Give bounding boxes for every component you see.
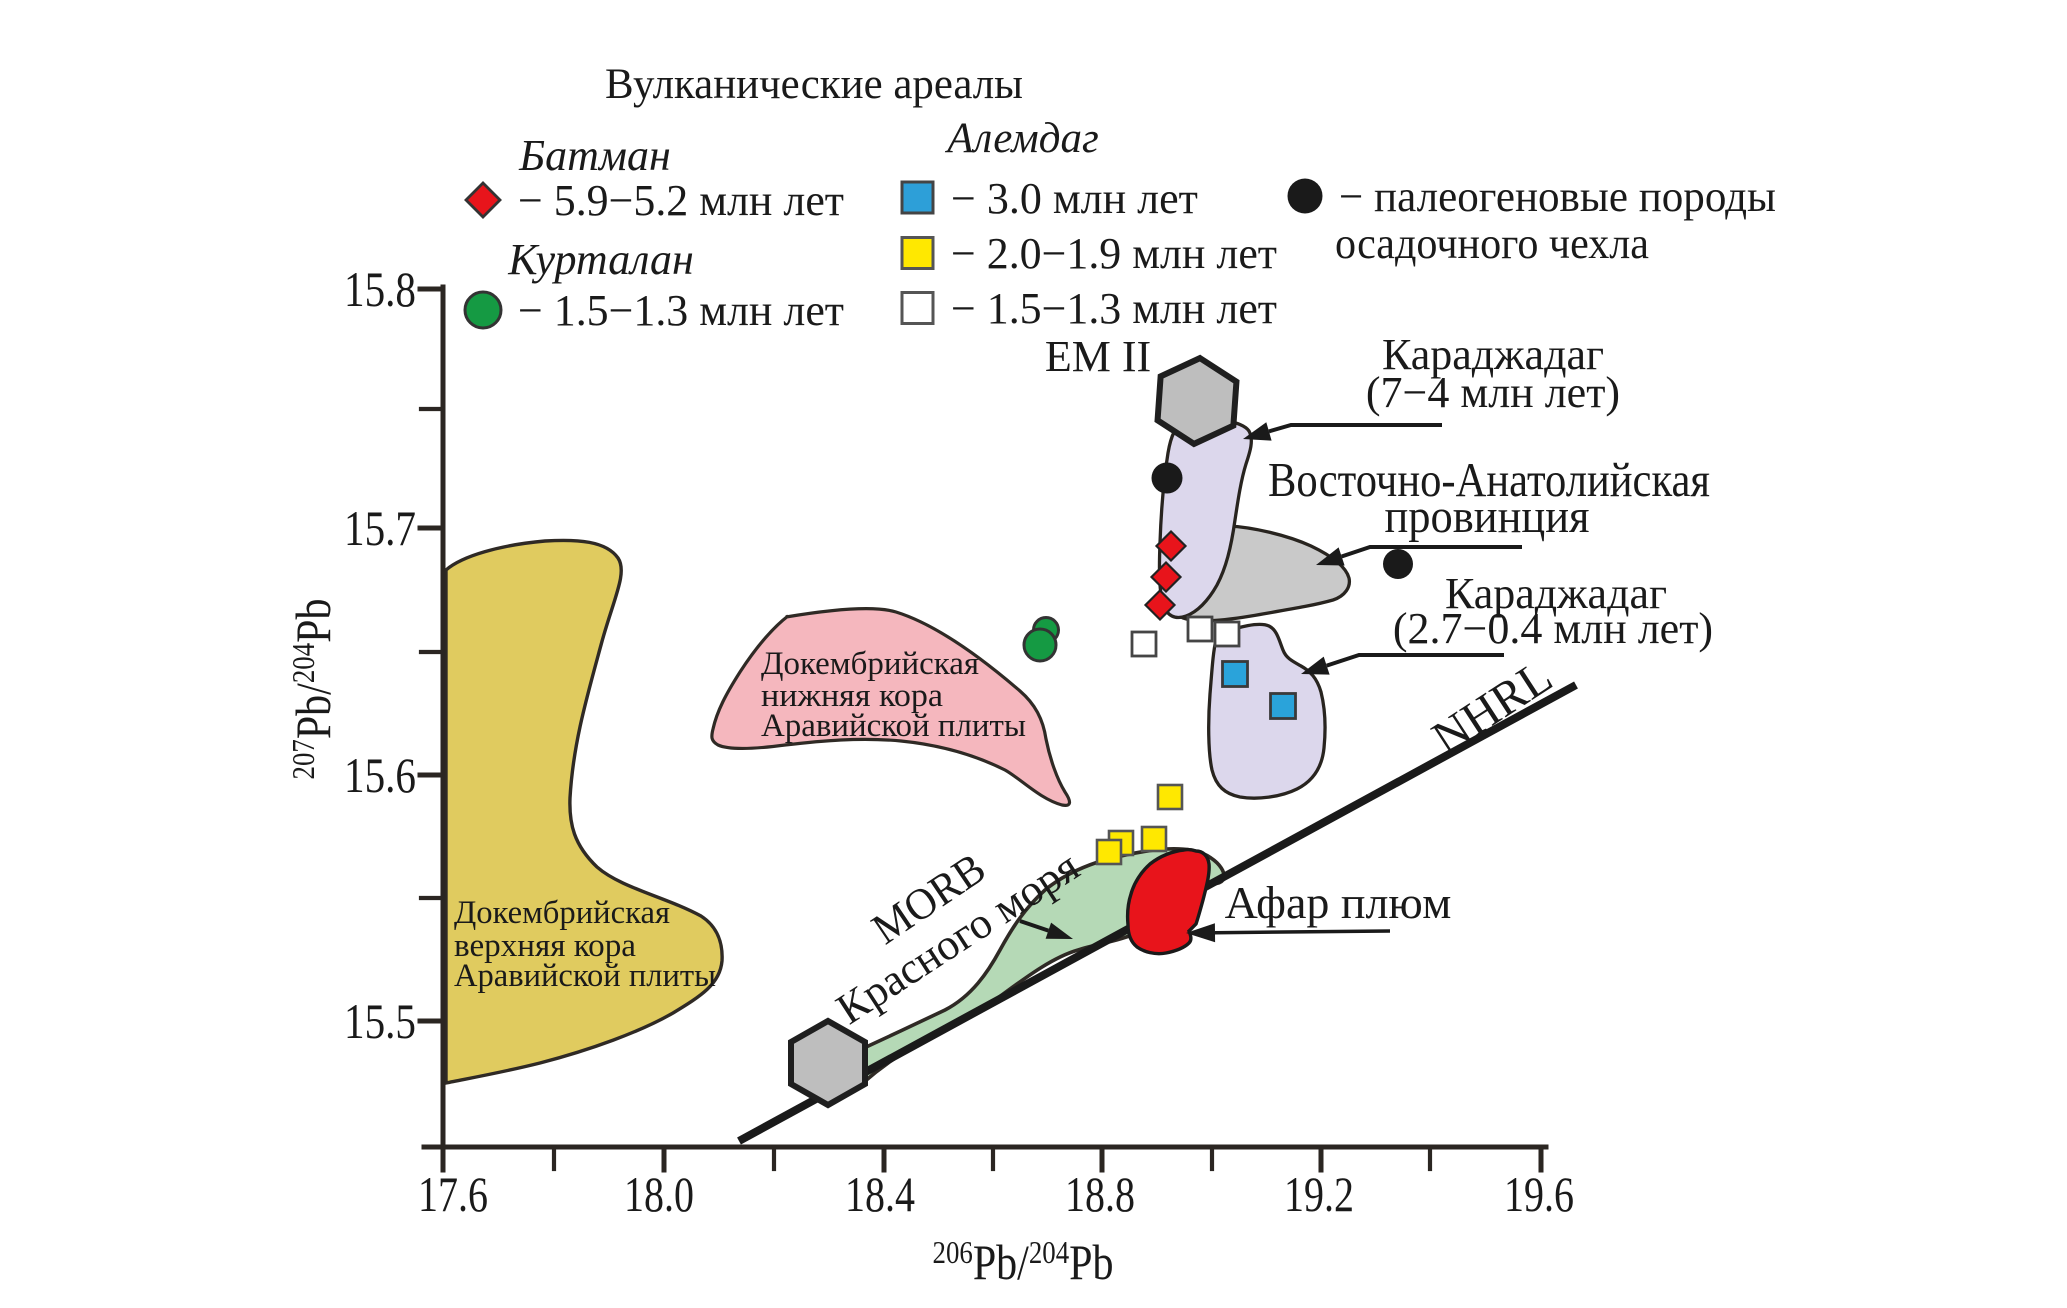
svg-text:Аравийской плиты: Аравийской плиты xyxy=(454,958,716,994)
svg-text:Аравийской плиты: Аравийской плиты xyxy=(761,708,1026,744)
svg-text:15.5: 15.5 xyxy=(344,993,416,1049)
svg-text:Курталан: Курталан xyxy=(507,235,694,284)
svg-text:Докембрийская: Докембрийская xyxy=(454,895,670,931)
svg-text:EM II: EM II xyxy=(1045,332,1151,381)
svg-text:− палеогеновые породы: − палеогеновые породы xyxy=(1339,172,1776,221)
svg-text:206Pb/204Pb: 206Pb/204Pb xyxy=(933,1235,1114,1290)
svg-text:− 3.0 млн лет: − 3.0 млн лет xyxy=(951,174,1198,223)
svg-text:осадочного чехла: осадочного чехла xyxy=(1335,219,1649,268)
svg-text:19.6: 19.6 xyxy=(1504,1166,1574,1222)
svg-text:18.4: 18.4 xyxy=(845,1166,915,1222)
svg-text:19.2: 19.2 xyxy=(1284,1166,1354,1222)
svg-text:(2.7−0.4 млн лет): (2.7−0.4 млн лет) xyxy=(1393,604,1713,653)
svg-text:Вулканические ареалы: Вулканические ареалы xyxy=(605,61,1023,108)
svg-text:Караджадаг: Караджадаг xyxy=(1445,569,1667,618)
svg-text:Восточно-Анатолийская: Восточно-Анатолийская xyxy=(1268,452,1710,507)
svg-text:− 1.5−1.3 млн лет: − 1.5−1.3 млн лет xyxy=(518,286,844,335)
svg-text:18.8: 18.8 xyxy=(1065,1166,1135,1222)
svg-text:− 1.5−1.3 млн лет: − 1.5−1.3 млн лет xyxy=(951,284,1277,333)
svg-text:207Pb/204Pb: 207Pb/204Pb xyxy=(286,599,341,780)
svg-text:− 5.9−5.2 млн лет: − 5.9−5.2 млн лет xyxy=(518,176,844,225)
svg-text:17.6: 17.6 xyxy=(418,1166,488,1222)
svg-text:15.8: 15.8 xyxy=(344,261,416,317)
svg-text:верхняя кора: верхняя кора xyxy=(454,928,636,964)
svg-text:Докембрийская: Докембрийская xyxy=(761,646,979,682)
svg-text:Караджадаг: Караджадаг xyxy=(1382,330,1604,379)
svg-text:− 2.0−1.9 млн лет: − 2.0−1.9 млн лет xyxy=(951,229,1277,278)
svg-text:провинция: провинция xyxy=(1385,490,1590,543)
svg-text:Алемдаг: Алемдаг xyxy=(944,115,1099,162)
svg-text:15.7: 15.7 xyxy=(344,500,416,556)
svg-text:(7−4 млн лет): (7−4 млн лет) xyxy=(1366,368,1620,417)
svg-text:Афар плюм: Афар плюм xyxy=(1225,877,1452,928)
svg-text:нижняя кора: нижняя кора xyxy=(761,678,943,714)
svg-text:Батман: Батман xyxy=(518,131,671,180)
svg-text:NHRL: NHRL xyxy=(1423,650,1561,766)
svg-text:15.6: 15.6 xyxy=(344,747,416,803)
svg-text:18.0: 18.0 xyxy=(624,1166,694,1222)
